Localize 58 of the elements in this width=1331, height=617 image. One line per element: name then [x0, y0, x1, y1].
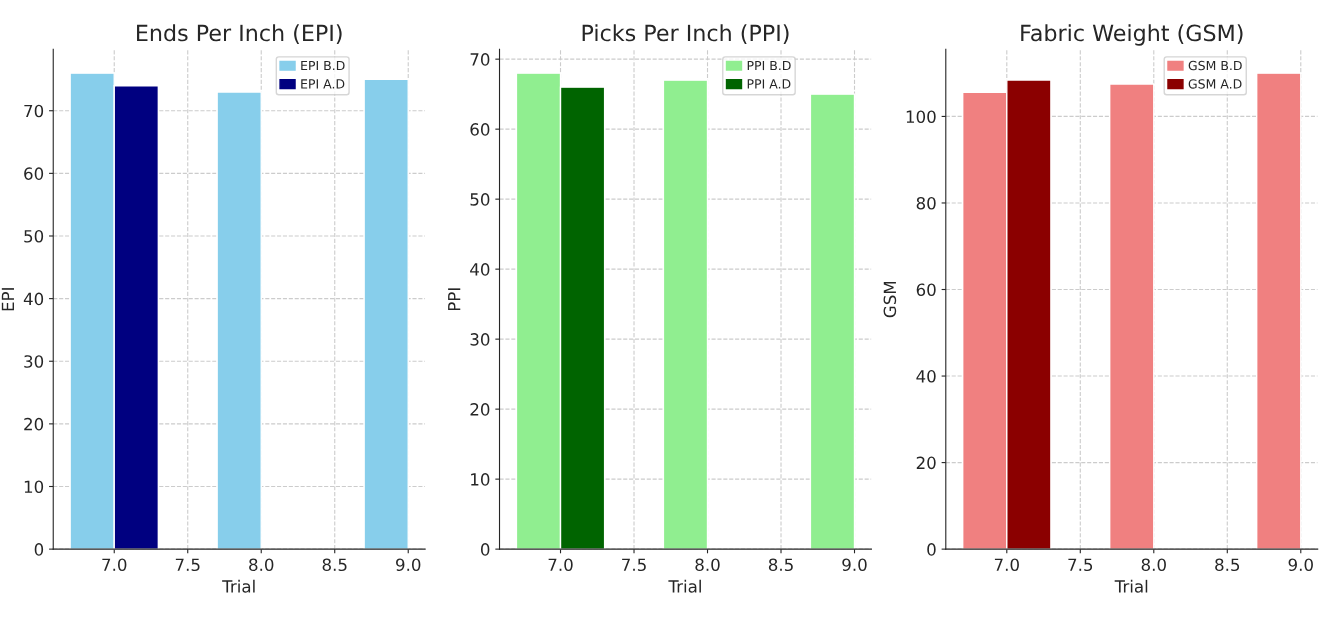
x-tick-label: 7.0	[994, 558, 1019, 572]
x-tick-label: 8.0	[695, 558, 720, 572]
y-tick-label: 30	[24, 355, 44, 368]
y-tick-label: 0	[34, 543, 44, 556]
legend-label: PPI B.D	[747, 60, 791, 71]
x-axis-title: Trial	[222, 579, 255, 593]
y-axis-title: GSM	[883, 281, 897, 318]
y-tick-label: 20	[916, 456, 936, 470]
x-tick-label: 7.0	[102, 558, 127, 572]
bar	[809, 93, 856, 550]
y-tick-label: 40	[916, 370, 936, 383]
y-tick-label: 70	[24, 104, 44, 118]
legend-label: PPI A.D	[747, 79, 791, 89]
bar	[216, 91, 262, 550]
y-tick-label: 40	[23, 292, 44, 306]
bar	[662, 79, 709, 550]
chart-title: Ends Per Inch (EPI)	[137, 24, 342, 44]
y-tick-label: 0	[480, 543, 490, 556]
legend-label: GSM A.D	[1188, 79, 1242, 89]
x-tick-label: 7.5	[622, 558, 646, 572]
x-tick-label: 9.0	[842, 558, 867, 572]
y-tick-label: 30	[470, 333, 490, 346]
y-tick-label: 10	[24, 480, 44, 494]
y-tick-label: 20	[470, 403, 490, 416]
x-tick-label: 8.5	[768, 558, 793, 572]
x-tick-label: 9.0	[1288, 558, 1313, 572]
x-tick-label: 8.5	[1215, 558, 1240, 572]
y-axis-title: PPI	[448, 288, 461, 311]
y-tick-label: 50	[470, 193, 490, 206]
legend-label: EPI B.D	[301, 60, 345, 71]
x-tick-label: 8.0	[1141, 558, 1166, 572]
legend-label: EPI A.D	[301, 79, 345, 89]
bar	[1108, 83, 1155, 550]
y-tick-label: 100	[906, 110, 936, 123]
y-tick-label: 60	[470, 123, 490, 136]
y-tick-label: 80	[916, 196, 936, 210]
x-axis-title: Trial	[1114, 579, 1148, 593]
x-tick-label: 7.0	[548, 558, 573, 572]
y-tick-label: 20	[24, 417, 44, 431]
x-axis-title: Trial	[668, 579, 701, 593]
x-tick-label: 9.0	[396, 558, 421, 572]
bar	[363, 78, 409, 550]
y-tick-label: 60	[24, 167, 44, 180]
x-tick-label: 7.5	[1068, 558, 1093, 572]
bar	[1255, 72, 1302, 550]
chart-title: Fabric Weight (GSM)	[1021, 24, 1243, 46]
y-tick-label: 0	[927, 543, 936, 556]
chart-title: Picks Per Inch (PPI)	[582, 24, 789, 44]
x-tick-label: 7.5	[175, 558, 200, 572]
y-tick-label: 50	[24, 229, 44, 243]
x-tick-label: 8.5	[322, 558, 347, 572]
y-tick-label: 70	[470, 53, 490, 66]
legend-label: GSM B.D	[1188, 60, 1242, 71]
y-tick-label: 10	[471, 473, 490, 486]
x-tick-label: 8.0	[249, 558, 274, 572]
y-axis-title: EPI	[1, 288, 14, 311]
y-tick-label: 60	[916, 283, 936, 297]
y-tick-label: 40	[470, 263, 490, 276]
